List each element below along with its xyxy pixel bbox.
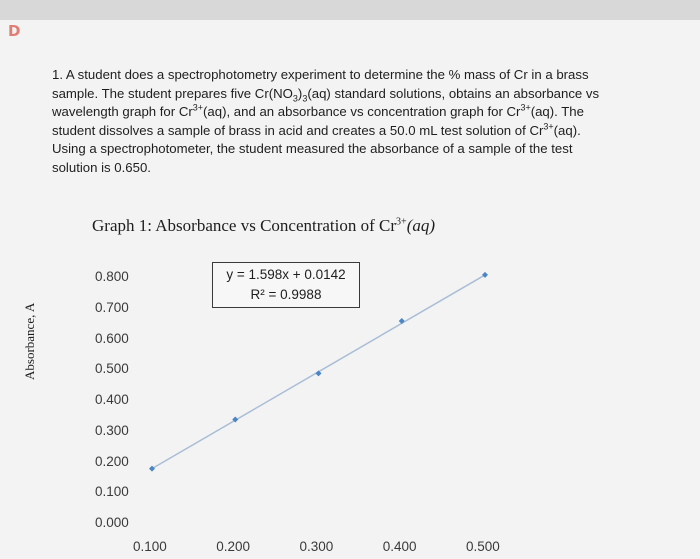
y-tick-label: 0.800 xyxy=(95,269,129,284)
data-point xyxy=(232,416,239,423)
y-tick-label: 0.100 xyxy=(95,484,129,500)
y-tick-label: 0.200 xyxy=(95,453,129,469)
y-tick-label: 0.000 xyxy=(95,515,129,530)
question-line-2: sample. The student prepares five Cr(NO3… xyxy=(52,85,600,104)
y-tick-label: 0.400 xyxy=(95,392,129,407)
y-tick-label: 0.300 xyxy=(95,422,129,438)
corner-mark: D xyxy=(8,22,21,40)
y-tick-label: 0.700 xyxy=(95,299,129,315)
equation-line: y = 1.598x + 0.0142 xyxy=(226,267,346,282)
top-strip xyxy=(0,0,700,20)
question-line-4: student dissolves a sample of brass in a… xyxy=(52,121,581,138)
data-point xyxy=(398,318,405,325)
equation-box: y = 1.598x + 0.0142 R² = 0.9988 xyxy=(212,262,360,308)
data-point xyxy=(315,370,322,377)
question-line-1: 1. A student does a spectrophotometry ex… xyxy=(52,67,589,82)
question-text: 1. A student does a spectrophotometry ex… xyxy=(52,66,662,178)
graph-title: Graph 1: Absorbance vs Concentration of … xyxy=(92,216,436,235)
question-line-6: solution is 0.650. xyxy=(52,159,151,175)
data-point xyxy=(482,271,488,278)
x-tick-label: 0.500 xyxy=(466,539,500,554)
question-line-5: Using a spectrophotometer, the student m… xyxy=(52,141,573,157)
x-tick-label: 0.300 xyxy=(299,539,334,554)
data-point xyxy=(149,465,155,472)
x-tick-label: 0.100 xyxy=(133,539,167,554)
y-tick-label: 0.600 xyxy=(95,330,129,346)
question-line-3: wavelength graph for Cr3+(aq), and an ab… xyxy=(52,102,584,120)
x-tick-label: 0.400 xyxy=(382,539,417,554)
r-squared-line: R² = 0.9988 xyxy=(250,287,322,302)
x-tick-label: 0.200 xyxy=(216,539,251,554)
y-tick-label: 0.500 xyxy=(95,361,129,377)
